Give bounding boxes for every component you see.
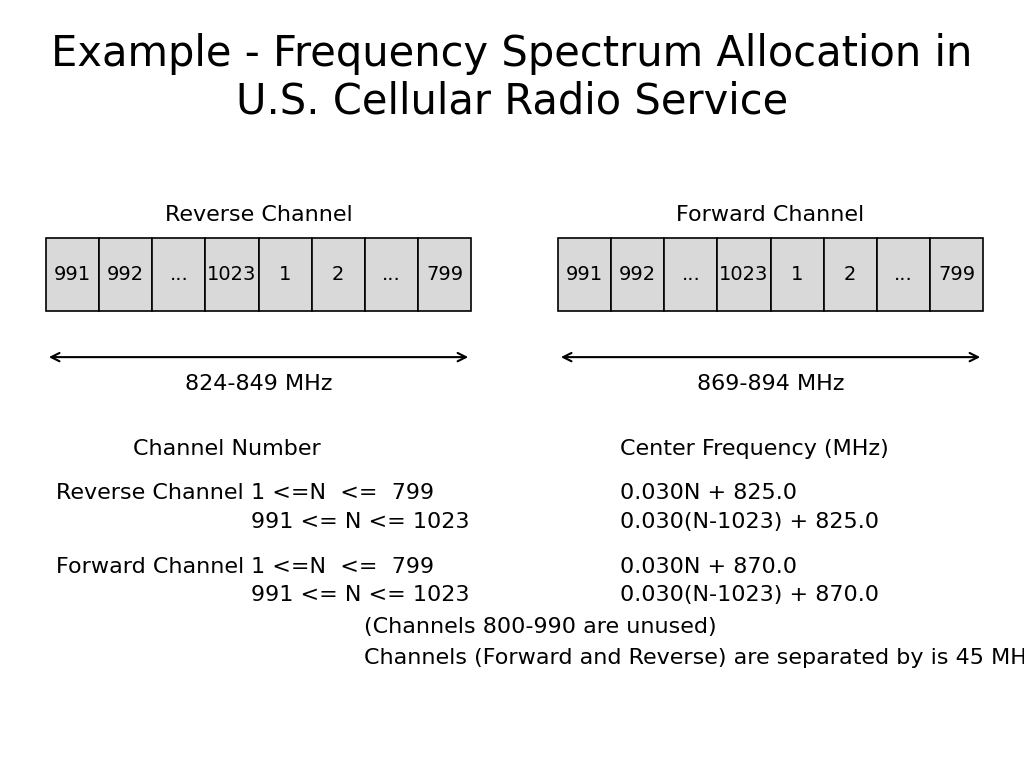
- Text: 2: 2: [332, 265, 344, 284]
- Text: (Channels 800-990 are unused): (Channels 800-990 are unused): [364, 617, 716, 637]
- Text: 1: 1: [791, 265, 803, 284]
- Text: 991 <= N <= 1023: 991 <= N <= 1023: [251, 512, 469, 532]
- Text: 869-894 MHz: 869-894 MHz: [696, 374, 845, 394]
- Bar: [877, 238, 930, 311]
- Text: 1023: 1023: [207, 265, 257, 284]
- Text: 1023: 1023: [719, 265, 769, 284]
- Bar: [153, 238, 206, 311]
- Text: 991: 991: [566, 265, 603, 284]
- Bar: [771, 238, 823, 311]
- Bar: [930, 238, 983, 311]
- Bar: [665, 238, 718, 311]
- Bar: [558, 238, 611, 311]
- Text: Reverse Channel: Reverse Channel: [165, 205, 352, 225]
- Text: 0.030N + 825.0: 0.030N + 825.0: [620, 483, 797, 503]
- Text: 0.030N + 870.0: 0.030N + 870.0: [620, 557, 797, 577]
- Text: 991: 991: [54, 265, 91, 284]
- Text: ...: ...: [382, 265, 400, 284]
- Bar: [718, 238, 771, 311]
- Text: Channels (Forward and Reverse) are separated by is 45 MHz: Channels (Forward and Reverse) are separ…: [364, 648, 1024, 668]
- Text: U.S. Cellular Radio Service: U.S. Cellular Radio Service: [236, 81, 788, 122]
- Text: 799: 799: [426, 265, 463, 284]
- Bar: [418, 238, 471, 311]
- Text: 992: 992: [108, 265, 144, 284]
- Bar: [99, 238, 153, 311]
- Text: 824-849 MHz: 824-849 MHz: [184, 374, 333, 394]
- Bar: [258, 238, 311, 311]
- Text: 992: 992: [620, 265, 656, 284]
- Text: Example - Frequency Spectrum Allocation in: Example - Frequency Spectrum Allocation …: [51, 33, 973, 74]
- Bar: [206, 238, 258, 311]
- Bar: [611, 238, 665, 311]
- Text: Reverse Channel: Reverse Channel: [56, 483, 244, 503]
- Text: 0.030(N-1023) + 870.0: 0.030(N-1023) + 870.0: [620, 585, 879, 605]
- Text: 0.030(N-1023) + 825.0: 0.030(N-1023) + 825.0: [620, 512, 879, 532]
- Text: Center Frequency (MHz): Center Frequency (MHz): [620, 439, 888, 459]
- Text: ...: ...: [682, 265, 700, 284]
- Text: 1 <=N  <=  799: 1 <=N <= 799: [251, 483, 434, 503]
- Text: 2: 2: [844, 265, 856, 284]
- Bar: [823, 238, 877, 311]
- Text: ...: ...: [170, 265, 188, 284]
- Text: ...: ...: [894, 265, 912, 284]
- Text: Forward Channel: Forward Channel: [56, 557, 245, 577]
- Bar: [365, 238, 418, 311]
- Text: 1: 1: [279, 265, 291, 284]
- Text: Forward Channel: Forward Channel: [677, 205, 864, 225]
- Text: 1 <=N  <=  799: 1 <=N <= 799: [251, 557, 434, 577]
- Text: 991 <= N <= 1023: 991 <= N <= 1023: [251, 585, 469, 605]
- Bar: [311, 238, 365, 311]
- Text: Channel Number: Channel Number: [133, 439, 321, 459]
- Text: 799: 799: [938, 265, 975, 284]
- Bar: [46, 238, 99, 311]
